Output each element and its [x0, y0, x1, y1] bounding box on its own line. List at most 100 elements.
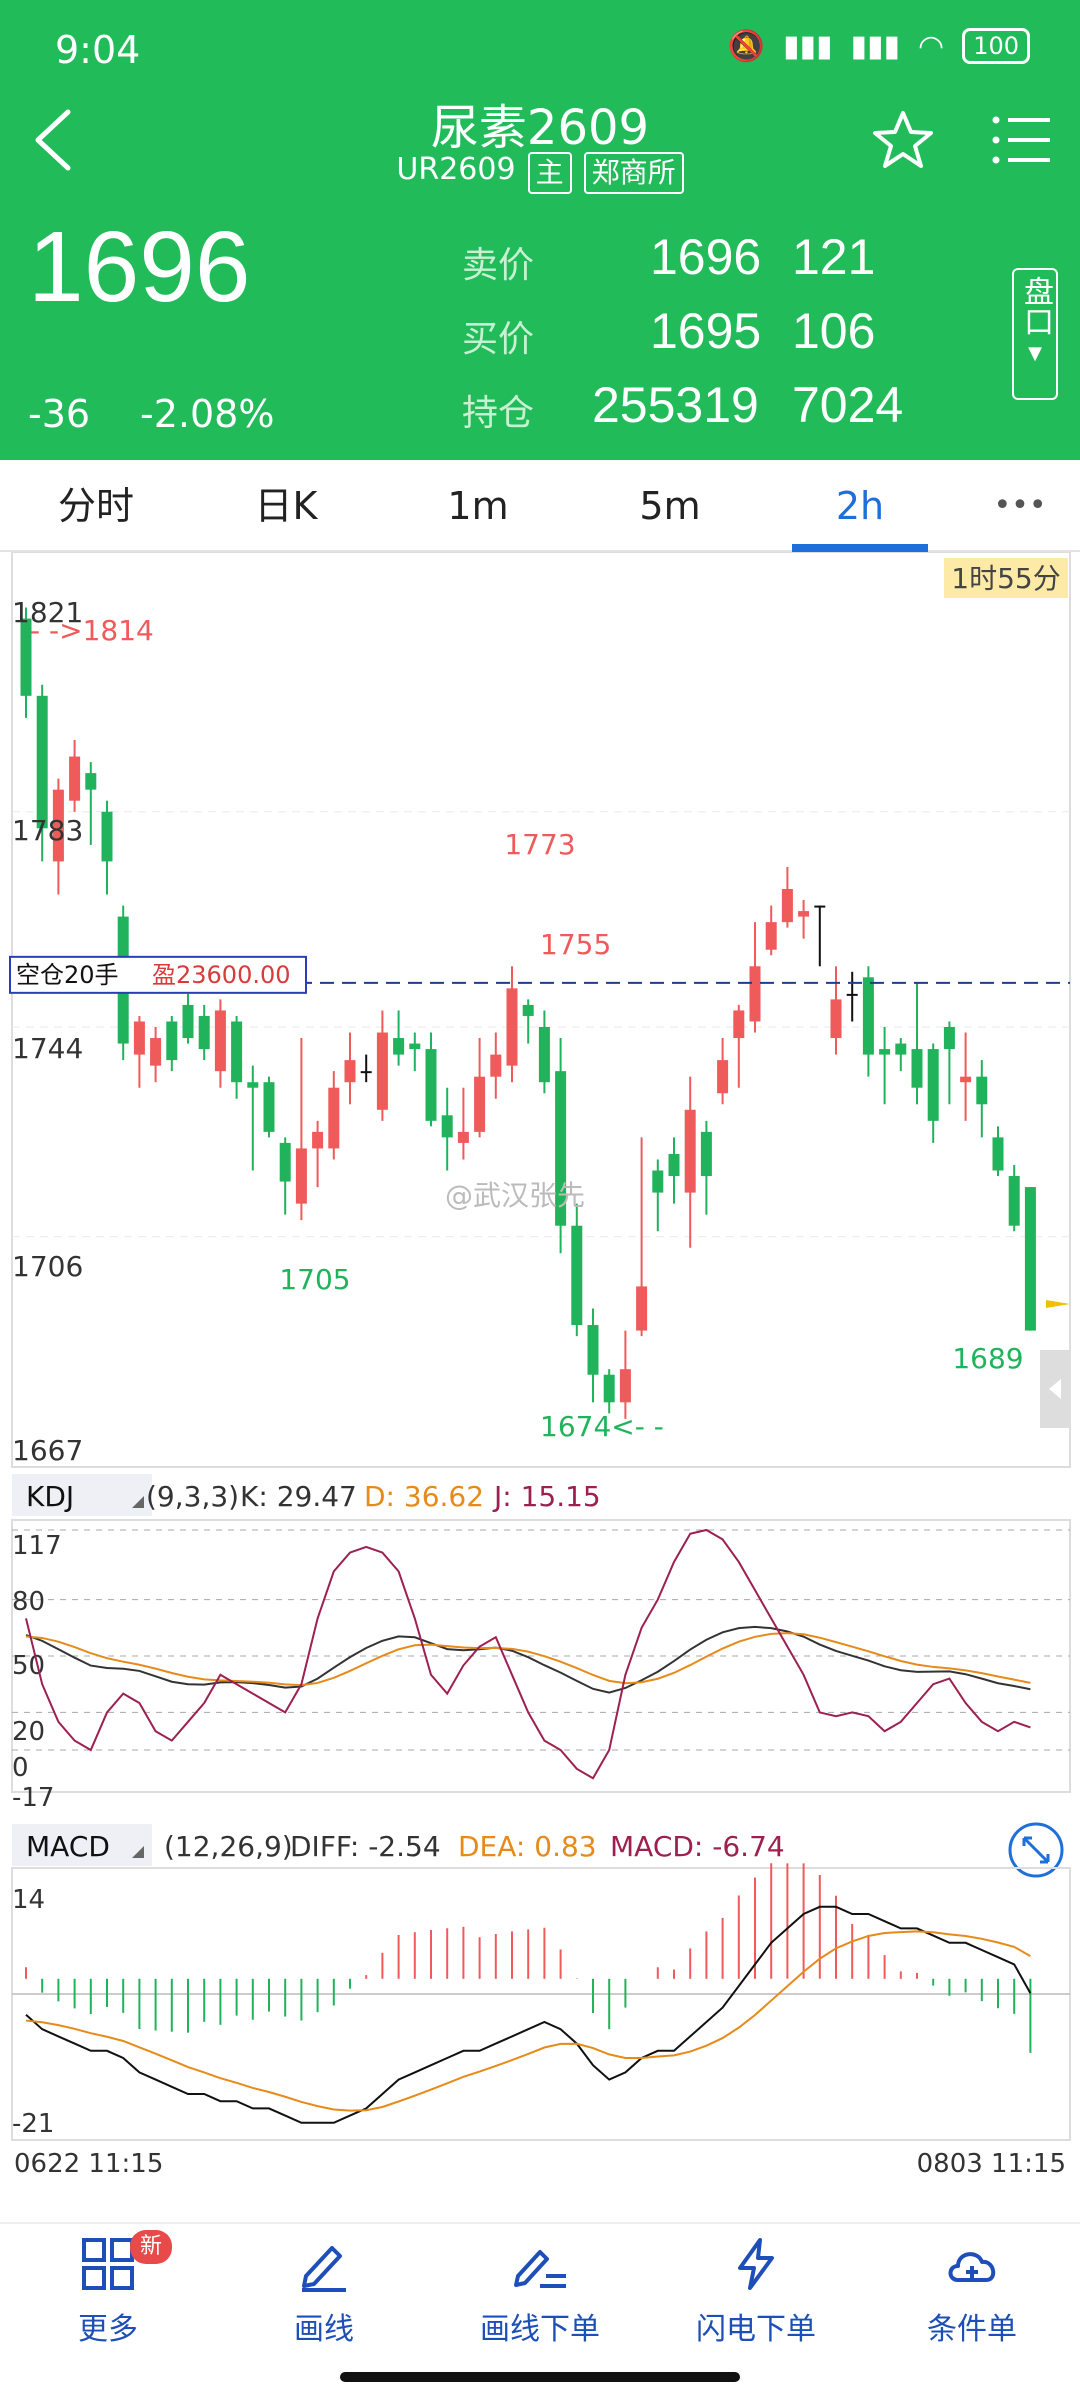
- main-panel-frame: [11, 551, 1071, 1468]
- last-price: 1696: [28, 211, 251, 323]
- candle-body: [490, 1054, 502, 1077]
- contract-subtitle: UR2609 主 郑商所: [0, 152, 1080, 194]
- high-annotation: - ->1814: [30, 614, 154, 647]
- draw-line-order-button[interactable]: 画线下单: [432, 2224, 648, 2354]
- header: 9:04 🔕 ▮▮▮ ▮▮▮ ◠ 100 尿素2609 UR2609 主 郑商所…: [0, 0, 1080, 460]
- draw-line-order-label: 画线下单: [480, 2312, 600, 2347]
- candle-body: [960, 1076, 972, 1083]
- tab-5m[interactable]: 5m: [639, 484, 701, 528]
- kdj-tick-0: 0: [12, 1753, 29, 1783]
- more-label: 更多: [78, 2312, 138, 2347]
- bottom-toolbar: 新 更多 画线 画线下单 闪电下单 条件单: [0, 2222, 1080, 2352]
- order-book-button[interactable]: 盘口 ▼: [1012, 268, 1058, 400]
- kdj-selector[interactable]: [12, 1474, 152, 1516]
- macd-dropdown-icon: [132, 1846, 144, 1858]
- x-end-label: 0803 11:15: [917, 2149, 1066, 2179]
- ask-price: 1696: [650, 229, 762, 285]
- candle-body: [1024, 1187, 1036, 1331]
- wifi-icon: ◠: [918, 28, 945, 64]
- favorite-star-icon[interactable]: [870, 108, 936, 174]
- kdj-j-value: J: 15.15: [492, 1480, 601, 1513]
- exchange-tag: 郑商所: [583, 152, 684, 194]
- candle-body: [976, 1076, 988, 1105]
- macd-tick-neg21: -21: [12, 2109, 54, 2139]
- candles: [20, 607, 1036, 1419]
- candle-body: [133, 1021, 145, 1055]
- y-tick-1667: 1667: [12, 1434, 83, 1467]
- ask-volume: 121: [792, 229, 876, 285]
- cloud-plus-icon: [948, 2252, 996, 2282]
- candle-body: [992, 1137, 1004, 1171]
- candle-body: [798, 911, 810, 917]
- candle-body: [457, 1131, 469, 1143]
- watermark: @武汉张先: [445, 1179, 585, 1212]
- position-box[interactable]: 空仓20手 盈23600.00: [9, 955, 307, 994]
- candle-body: [781, 889, 793, 923]
- flash-order-label: 闪电下单: [696, 2312, 816, 2347]
- menu-icon[interactable]: [990, 110, 1054, 170]
- candle-body: [603, 1374, 615, 1403]
- ask-label: 卖价: [462, 245, 535, 286]
- candle-body: [749, 966, 761, 1022]
- candle-body: [895, 1043, 907, 1055]
- draw-line-button[interactable]: 画线: [216, 2224, 432, 2354]
- tab-daily-k[interactable]: 日K: [254, 484, 318, 528]
- candle-body: [409, 1043, 421, 1050]
- open-interest-label: 持仓: [462, 393, 535, 434]
- countdown-text: 1时55分: [951, 562, 1060, 595]
- kdj-params: (9,3,3): [146, 1480, 239, 1513]
- candle-body: [862, 977, 874, 1055]
- candle-body: [668, 1153, 680, 1177]
- chart-area[interactable]: 1时55分 1821 1783 1744 1706 1667 - ->1814 …: [0, 551, 1080, 2222]
- candle-body: [85, 773, 97, 790]
- macd-dea-line: [25, 1930, 1031, 2112]
- macd-params: (12,26,9): [164, 1830, 293, 1863]
- contract-title: 尿素2609: [430, 100, 650, 156]
- candle-body: [1008, 1176, 1020, 1226]
- peak-annotation-1755: 1755: [540, 928, 611, 961]
- candle-body: [295, 1148, 307, 1204]
- candle-body: [879, 1049, 891, 1055]
- lightning-icon: [738, 2238, 774, 2290]
- conditional-order-button[interactable]: 条件单: [864, 2224, 1080, 2354]
- y-tick-1744: 1744: [12, 1032, 83, 1065]
- bid-label: 买价: [462, 319, 535, 360]
- last-price-marker: [1046, 1300, 1070, 1308]
- macd-title: MACD: [26, 1830, 110, 1863]
- more-button[interactable]: 新 更多: [0, 2224, 216, 2354]
- kdj-tick-neg17: -17: [12, 1783, 54, 1813]
- tab-2h[interactable]: 2h: [835, 484, 885, 528]
- open-interest-value: 255319: [592, 377, 759, 433]
- candle-body: [943, 1027, 955, 1050]
- macd-selector[interactable]: [12, 1824, 152, 1866]
- flash-order-button[interactable]: 闪电下单: [648, 2224, 864, 2354]
- kline-chart[interactable]: 1时55分 1821 1783 1744 1706 1667 - ->1814 …: [0, 551, 1080, 2222]
- candle-body: [846, 993, 858, 996]
- candle-body: [312, 1131, 324, 1149]
- kdj-d-value: D: 36.62: [364, 1480, 484, 1513]
- status-time: 9:04: [55, 28, 141, 72]
- status-icons: 🔕 ▮▮▮ ▮▮▮ ◠ 100: [728, 28, 1030, 64]
- candle-body: [555, 1071, 567, 1226]
- candle-body: [717, 1060, 729, 1094]
- kdj-dropdown-icon: [132, 1496, 144, 1508]
- expand-icon[interactable]: [1008, 1822, 1064, 1878]
- chevron-left-icon: [1049, 1379, 1061, 1399]
- tab-1m[interactable]: 1m: [447, 484, 509, 528]
- candle-body: [231, 1021, 243, 1083]
- kdj-title: KDJ: [26, 1480, 74, 1513]
- candle-body: [814, 905, 826, 908]
- back-button[interactable]: [26, 100, 86, 180]
- tab-more-icon[interactable]: •••: [993, 488, 1047, 523]
- macd-diff-value: DIFF: -2.54: [290, 1830, 441, 1863]
- macd-histogram: [25, 1863, 1032, 2053]
- candle-body: [538, 1027, 550, 1083]
- candle-body: [52, 789, 64, 862]
- candle-body: [150, 1038, 162, 1066]
- candle-body: [636, 1286, 648, 1331]
- macd-dea-value: DEA: 0.83: [458, 1830, 597, 1863]
- draw-line-label: 画线: [294, 2312, 354, 2347]
- kdj-grid: [12, 1529, 1070, 1751]
- candle-body: [166, 1021, 178, 1061]
- tab-timeshare[interactable]: 分时: [57, 484, 134, 528]
